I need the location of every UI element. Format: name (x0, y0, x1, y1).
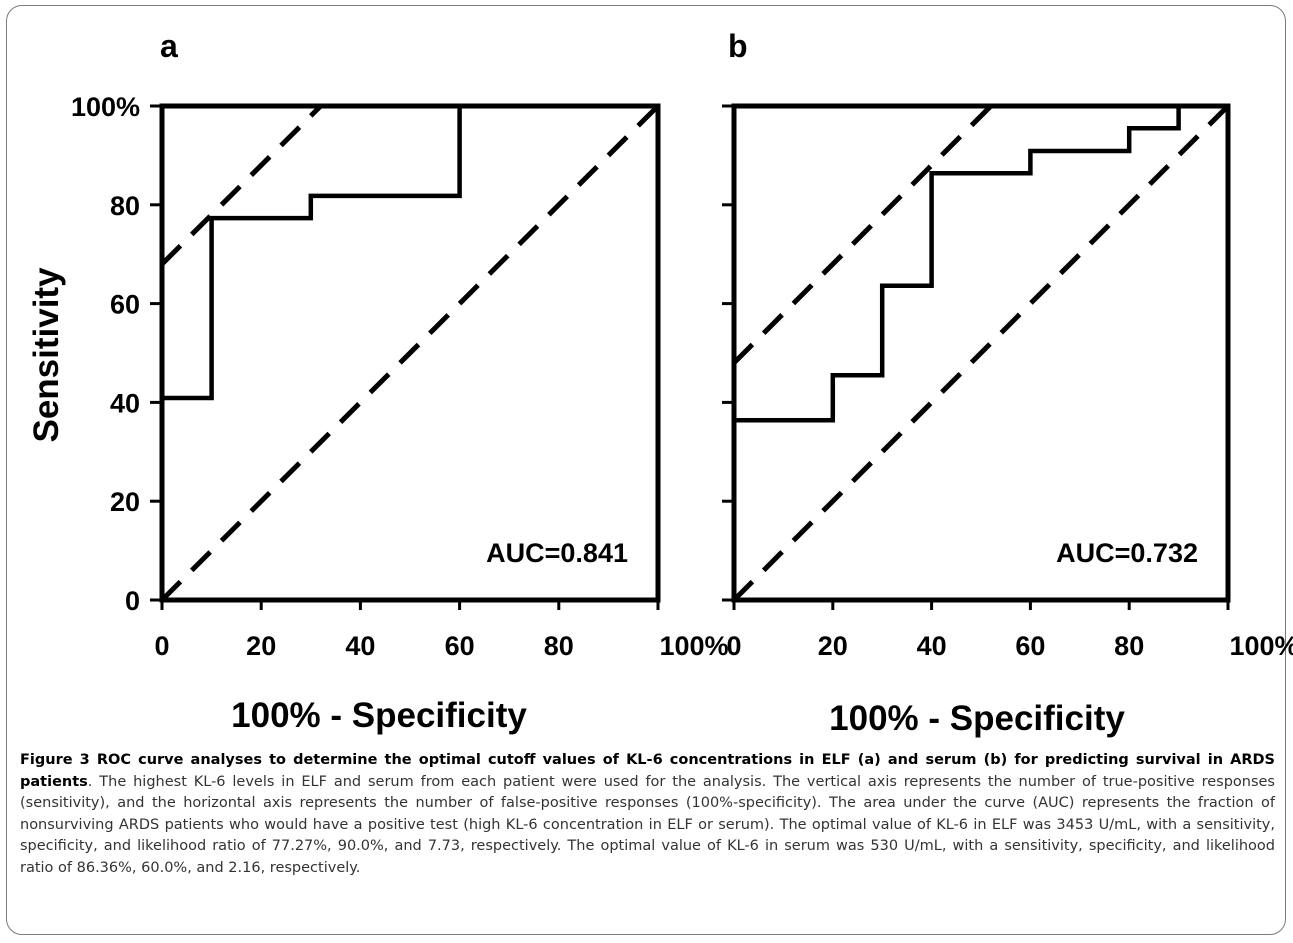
caption-body: . The highest KL-6 levels in ELF and ser… (20, 773, 1275, 876)
caption-title: Figure 3 ROC curve analyses to determine… (20, 752, 1275, 790)
panel-b-plot-frame (731, 103, 1231, 603)
panel-b-x-tick-label: 80 (1114, 631, 1144, 661)
panel-a-y-tick-label: 0 (125, 586, 140, 616)
panel-a-y-tick-label: 60 (110, 290, 140, 320)
panel-a-x-axis-title: 100% - Specificity (231, 696, 527, 735)
panel-b-dashed-line-2 (734, 106, 993, 365)
panel-a-plot-frame (159, 103, 661, 603)
panel-a-x-tick-label: 60 (445, 631, 475, 661)
roc-figure: a Sensitivity 100% - Specificity AUC=0.8… (27, 28, 1293, 738)
panel-a-auc-annotation: AUC=0.841 (486, 538, 628, 568)
panel-b-roc-curve-0 (734, 106, 1181, 423)
panel-a: a Sensitivity 100% - Specificity AUC=0.8… (27, 28, 729, 735)
panel-a-roc-curve-0 (162, 103, 658, 401)
panel-a-x-tick-label: 0 (154, 631, 169, 661)
panel-a-y-tick-label: 40 (110, 388, 140, 418)
figure-caption: Figure 3 ROC curve analyses to determine… (20, 750, 1275, 879)
panel-b-auc-annotation: AUC=0.732 (1056, 538, 1198, 568)
panel-a-y-tick-label: 100% (71, 92, 140, 122)
panel-b-label: b (728, 28, 748, 64)
panel-b: b 100% - Specificity AUC=0.732 0 20 40 60 80… (722, 28, 1293, 738)
panel-a-y-tick-label: 20 (110, 487, 140, 517)
panel-a-y-tick-label: 80 (110, 191, 140, 221)
panel-b-dashed-line-1 (734, 106, 1228, 600)
panel-b-x-tick-label: 20 (818, 631, 848, 661)
panel-b-x-tick-label: 40 (917, 631, 947, 661)
panel-b-x-tick-label: 100% (1229, 631, 1293, 661)
panel-a-x-tick-label: 20 (246, 631, 276, 661)
y-axis-title: Sensitivity (27, 267, 66, 443)
panel-b-x-tick-label: 60 (1015, 631, 1045, 661)
panel-a-dashed-line-1 (162, 106, 658, 600)
panel-a-dashed-line-2 (162, 106, 323, 266)
figure-frame (6, 5, 1286, 935)
panel-a-label: a (160, 28, 178, 64)
panel-b-x-tick-label: 0 (726, 631, 741, 661)
panel-a-x-tick-label: 100% (659, 631, 728, 661)
panel-a-x-tick-label: 40 (345, 631, 375, 661)
panel-a-x-tick-label: 80 (544, 631, 574, 661)
panel-b-x-axis-title: 100% - Specificity (829, 699, 1125, 738)
